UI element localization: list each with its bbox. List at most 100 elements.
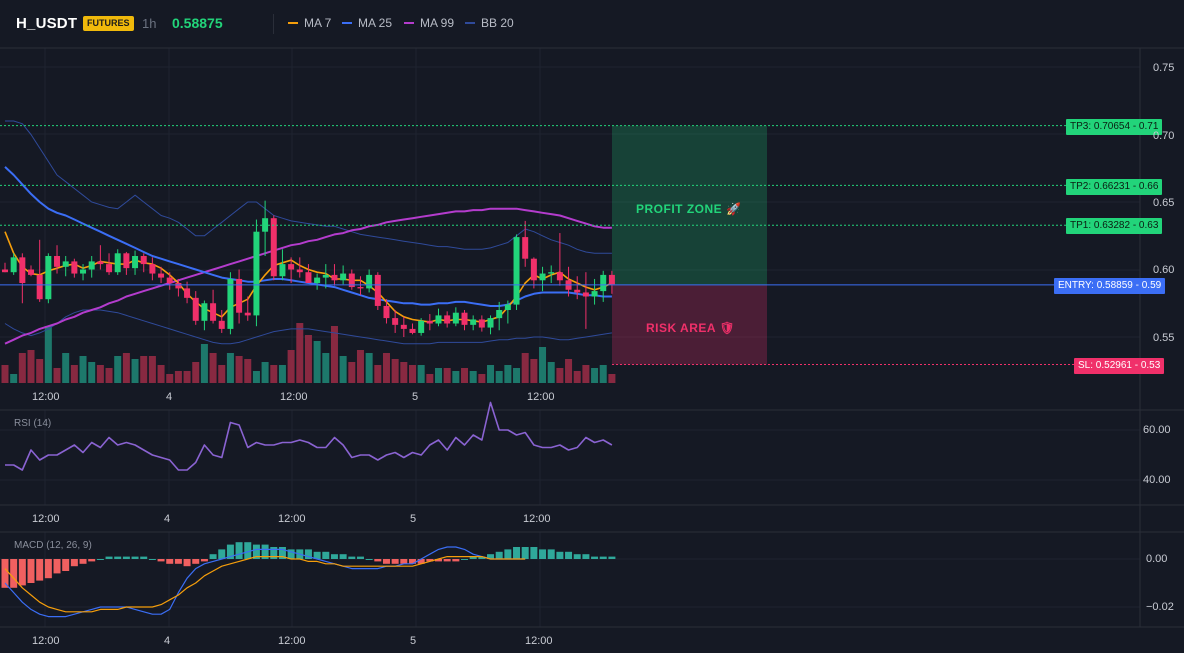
bb-lower-line <box>4 309 612 345</box>
candle-body <box>591 291 598 297</box>
entry-tag[interactable]: ENTRY: 0.58859 - 0.59 <box>1054 278 1166 294</box>
volume-bar <box>556 368 564 383</box>
macd-hist-bar <box>382 559 390 564</box>
panel-borders <box>0 47 1184 628</box>
volume-bar <box>374 365 382 383</box>
candle-body <box>210 303 217 321</box>
macd-hist-bar <box>443 559 451 562</box>
legend-bb20-label: BB 20 <box>481 16 514 30</box>
volume-bar <box>235 356 243 383</box>
macd-hist-bar <box>122 556 130 559</box>
ma7-swatch <box>288 22 298 24</box>
candle-body <box>132 256 139 269</box>
legend-bb20[interactable]: BB 20 <box>465 16 514 30</box>
tp2-tag[interactable]: TP2: 0.66231 - 0.66 <box>1066 179 1163 195</box>
price-tick-055: 0.55 <box>1153 332 1175 344</box>
legend-ma7-label: MA 7 <box>304 16 332 30</box>
risk-area-label: RISK AREA 🛡 <box>646 321 736 335</box>
macd-hist-bar <box>235 542 243 559</box>
candle-body <box>296 269 303 273</box>
volume-bar <box>547 362 555 383</box>
macd-hist-bar <box>252 544 260 559</box>
macd-hist-bar <box>374 559 382 562</box>
rsi-plot <box>5 401 613 471</box>
macd-hist-bar <box>400 559 408 564</box>
candle-body <box>97 261 104 265</box>
symbol-name[interactable]: H_USDT <box>16 15 78 32</box>
volume-bar <box>330 326 338 383</box>
profit-zone <box>612 125 767 285</box>
macd-hist-bar <box>1 559 9 588</box>
macd-hist-bar <box>591 556 599 559</box>
time-tick-main-3: 5 <box>412 391 419 403</box>
volume-bar <box>131 359 139 383</box>
macd-hist-bar <box>105 556 113 559</box>
candle-body <box>166 277 173 283</box>
candle-body <box>71 261 78 274</box>
macd-hist-bar <box>140 556 148 559</box>
volume-bar <box>530 359 538 383</box>
candle-body <box>10 257 17 273</box>
macd-hist-bar <box>88 559 96 562</box>
volume-bar <box>408 365 416 383</box>
macd-hist-bar <box>339 554 347 559</box>
candle-body <box>487 318 494 328</box>
volume-bar <box>452 371 460 383</box>
macd-hist-bar <box>478 556 486 559</box>
volume-bar <box>504 365 512 383</box>
volume-bar <box>356 350 364 383</box>
macd-hist-bar <box>200 559 208 562</box>
volume-bar <box>122 353 130 383</box>
macd-hist-bar <box>521 547 529 559</box>
macd-hist-bar <box>417 559 425 564</box>
time-tick-main-2: 12:00 <box>280 391 308 403</box>
macd-hist-bar <box>209 554 217 559</box>
candle-body <box>418 320 425 333</box>
macd-hist-bar <box>573 554 581 559</box>
candle-body <box>496 310 503 319</box>
bollinger-bands <box>4 120 612 345</box>
volume-bar <box>391 359 399 383</box>
tp1-tag[interactable]: TP1: 0.63282 - 0.63 <box>1066 218 1163 234</box>
macd-hist-bar <box>608 556 616 559</box>
futures-badge: FUTURES <box>83 16 134 31</box>
volume-bar <box>382 353 390 383</box>
macd-hist-bar <box>183 559 191 567</box>
volume-bar <box>105 368 113 383</box>
candle-body <box>201 303 208 321</box>
macd-hist-bar <box>348 556 356 559</box>
volume-bar <box>339 356 347 383</box>
macd-hist-bar <box>530 547 538 559</box>
macd-hist-bar <box>539 549 547 559</box>
macd-hist-bar <box>226 544 234 559</box>
volume-bar <box>478 374 486 383</box>
ma99-swatch <box>404 22 414 24</box>
time-tick-main-0: 12:00 <box>32 391 60 403</box>
macd-label: MACD (12, 26, 9) <box>14 540 92 551</box>
macd-hist-bar <box>513 547 521 559</box>
sl-tag[interactable]: SL: 0.52961 - 0.53 <box>1074 358 1165 374</box>
ma99-line <box>4 207 612 345</box>
macd-hist-bar <box>114 556 122 559</box>
volume-bar <box>400 362 408 383</box>
macd-hist-bar <box>10 559 18 588</box>
candle-body <box>539 273 546 281</box>
legend-ma25[interactable]: MA 25 <box>342 16 392 30</box>
candle-body <box>504 304 511 310</box>
volume-bar <box>244 359 252 383</box>
candle-body <box>530 258 537 281</box>
volume-bar <box>591 368 599 383</box>
interval-selector[interactable]: 1h <box>142 16 157 31</box>
legend-ma99[interactable]: MA 99 <box>404 16 454 30</box>
volume-bar <box>461 368 469 383</box>
rsi-line <box>5 401 613 471</box>
volume-bar <box>348 362 356 383</box>
tp3-tag[interactable]: TP3: 0.70654 - 0.71 <box>1066 119 1163 135</box>
candle-body <box>28 269 35 275</box>
volume-bar <box>365 353 373 383</box>
time-tick-main-4: 12:00 <box>527 391 555 403</box>
candle-body <box>513 237 520 305</box>
legend-ma7[interactable]: MA 7 <box>288 16 331 30</box>
candle-body <box>88 261 95 270</box>
